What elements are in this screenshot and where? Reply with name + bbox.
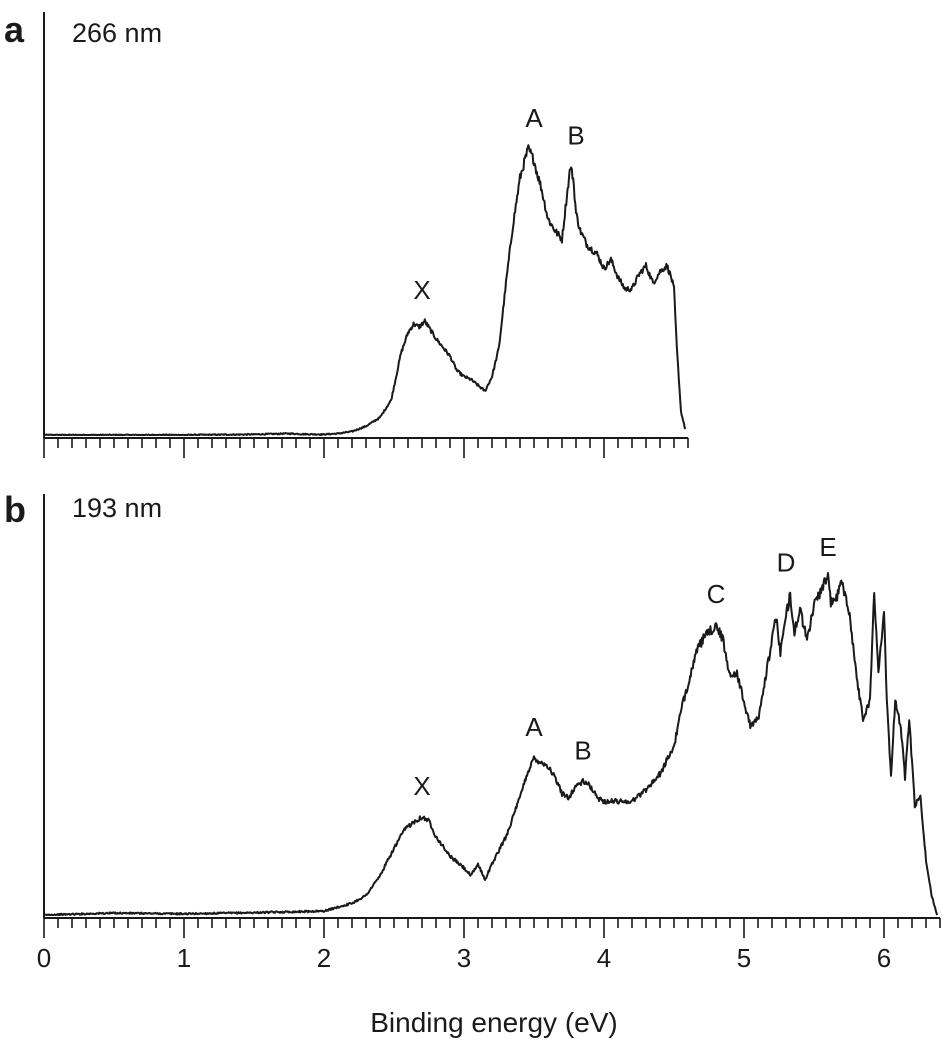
peak-label-e: E: [819, 532, 836, 562]
peak-label-a: A: [525, 712, 543, 742]
panel-b-peak-labels: X A B C DE: [413, 532, 836, 801]
panel-a-trace-group: [43, 144, 687, 436]
panel-a-wavelength: 266 nm: [72, 18, 162, 48]
panel-a-letter: a: [4, 9, 25, 50]
spectrum-trace: [43, 572, 939, 916]
peak-label-x: X: [413, 771, 430, 801]
panel-a-x-ticks: [43, 438, 689, 458]
x-tick-label: 4: [597, 943, 611, 973]
panel-b-letter: b: [4, 489, 26, 530]
peak-label-d: D: [777, 548, 796, 578]
panel-b-wavelength: 193 nm: [72, 493, 162, 523]
x-tick-label: 1: [177, 943, 191, 973]
spectrum-trace: [43, 144, 687, 436]
panel-b-x-ticks: 0 1 2 3 4 5 6: [37, 918, 941, 973]
x-tick-label: 3: [457, 943, 471, 973]
panel-b-trace-group: [43, 572, 939, 916]
panel-a: a 266 nm X AB: [4, 9, 689, 458]
panel-b: b 193 nm 0 1 2 3 4 5 6 X A B C DE Binding energy (…: [4, 489, 941, 1038]
panel-a-peak-labels: X AB: [413, 103, 584, 305]
peak-label-b: B: [567, 120, 584, 150]
peak-label-b: B: [574, 736, 591, 766]
peak-label-c: C: [707, 579, 726, 609]
x-tick-label: 2: [317, 943, 331, 973]
x-tick-label: 5: [737, 943, 751, 973]
peak-label-a: A: [525, 103, 543, 133]
x-axis-title: Binding energy (eV): [370, 1007, 617, 1038]
peak-label-x: X: [413, 275, 430, 305]
x-tick-label: 0: [37, 943, 51, 973]
x-tick-label: 6: [877, 943, 891, 973]
